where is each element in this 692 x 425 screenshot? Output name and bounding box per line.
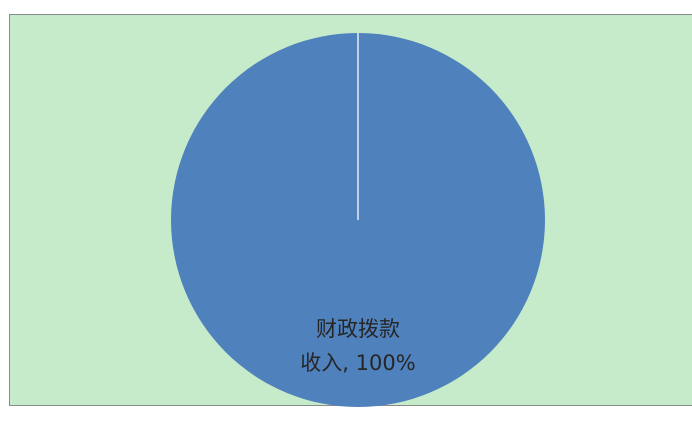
- slice-label-line-2: 收入, 100%: [300, 351, 415, 375]
- chart-area: 财政拨款 收入, 100%: [9, 14, 692, 407]
- pie-chart: 财政拨款 收入, 100%: [171, 33, 545, 407]
- pie-slices: [171, 33, 545, 407]
- slice-label-line-1: 财政拨款: [316, 317, 400, 341]
